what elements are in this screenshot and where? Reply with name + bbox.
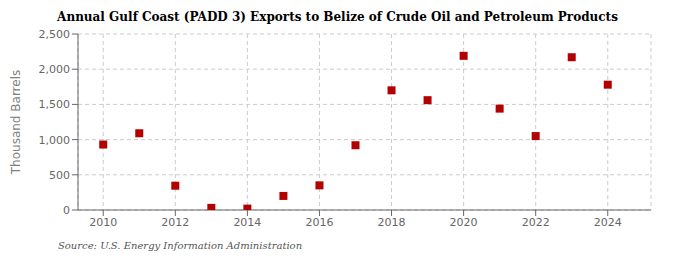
svg-text:0: 0: [63, 204, 70, 217]
svg-text:2,000: 2,000: [39, 63, 71, 76]
svg-text:2020: 2020: [450, 216, 478, 229]
svg-text:2024: 2024: [594, 216, 622, 229]
svg-text:2016: 2016: [305, 216, 333, 229]
svg-text:500: 500: [49, 169, 70, 182]
svg-text:2022: 2022: [522, 216, 550, 229]
svg-text:2014: 2014: [233, 216, 261, 229]
html-text:Annual Gulf Coast (PADD 3) Exp: Annual Gulf Coast (PADD 3) Exports to Be…: [57, 10, 618, 24]
svg-text:2010: 2010: [89, 216, 117, 229]
svg-text:2018: 2018: [378, 216, 406, 229]
svg-text:2012: 2012: [161, 216, 189, 229]
html-text:Source: U.S. Energy Informatio: Source: U.S. Energy Information Administ…: [58, 240, 303, 251]
svg-text:1,500: 1,500: [39, 98, 71, 111]
svg-text:2,500: 2,500: [39, 28, 71, 41]
svg-text:1,000: 1,000: [39, 134, 71, 147]
svg-text:Thousand Barrels: Thousand Barrels: [9, 70, 23, 175]
